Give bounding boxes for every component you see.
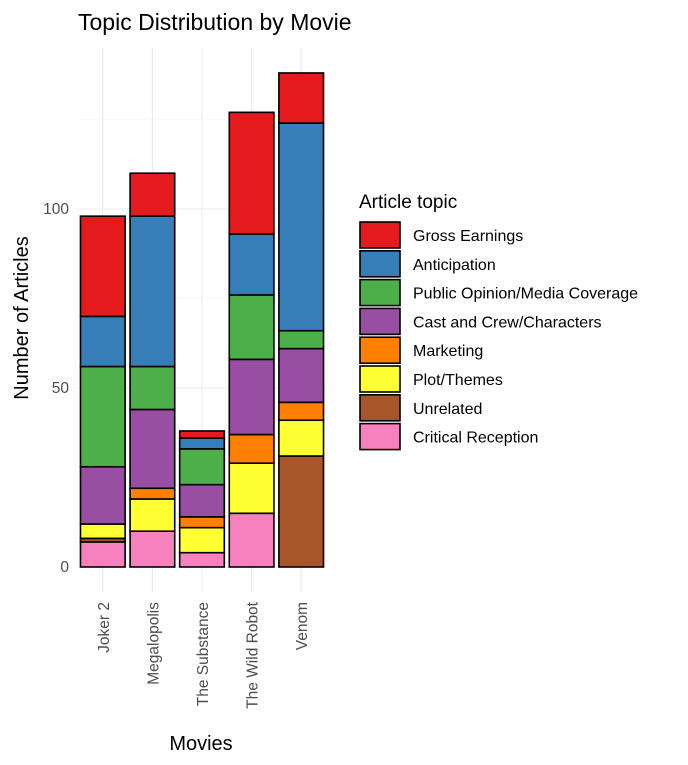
bar-segment-the-substance-critical-reception <box>178 551 226 568</box>
x-axis-ticks: Joker 2 Megalopolis The Substance The Wild … <box>96 601 311 709</box>
bar-segment-megalopolis-plot-themes <box>129 498 176 533</box>
bar-stack-the-wild-robot <box>228 111 275 568</box>
bar-segment-the-wild-robot-critical-reception <box>228 512 275 568</box>
legend-swatch <box>359 250 401 278</box>
bar-segment-venom-plot-themes <box>278 419 325 457</box>
bar-segment-the-wild-robot-marketing <box>228 433 275 464</box>
y-tick-label: 50 <box>52 380 70 397</box>
bar-segment-joker-2-gross-earnings <box>79 215 126 318</box>
legend-item-cast-and-crew-characters: Cast and Crew/Characters <box>359 307 602 336</box>
legend-title: Article topic <box>359 192 457 213</box>
y-axis-title: Number of Articles <box>11 236 33 399</box>
bar-stack-the-substance <box>178 430 226 568</box>
legend-swatch <box>359 365 401 393</box>
legend-item-public-opinion-media-coverage: Public Opinion/Media Coverage <box>359 278 638 307</box>
bar-segment-the-wild-robot-cast-and-crew-characters <box>228 358 275 436</box>
legend-swatch <box>359 307 401 336</box>
bar-segment-the-wild-robot-public-opinion-media-coverage <box>228 294 275 361</box>
legend-label: Gross Earnings <box>413 228 523 245</box>
bar-segment-megalopolis-gross-earnings <box>129 172 176 217</box>
bar-segment-the-substance-public-opinion-media-coverage <box>178 448 226 486</box>
legend-label: Plot/Themes <box>413 372 503 389</box>
bar-segment-the-substance-marketing <box>178 516 226 529</box>
bar-segment-joker-2-plot-themes <box>79 523 126 540</box>
legend-item-marketing: Marketing <box>359 336 483 365</box>
bar-segment-joker-2-cast-and-crew-characters <box>79 465 126 525</box>
bar-stack-joker-2 <box>79 215 126 568</box>
legend-swatch <box>359 393 401 422</box>
legend-swatch <box>359 278 401 307</box>
bar-segment-the-substance-cast-and-crew-characters <box>178 483 226 518</box>
x-tick-label-joker-2: Joker 2 <box>96 602 113 653</box>
bar-segment-venom-gross-earnings <box>278 72 325 124</box>
bar-segment-venom-anticipation <box>278 122 325 332</box>
bar-stack-megalopolis <box>129 172 176 568</box>
y-tick-label: 0 <box>60 559 69 576</box>
bars <box>79 72 325 568</box>
bar-segment-the-wild-robot-anticipation <box>228 233 275 296</box>
bar-segment-megalopolis-public-opinion-media-coverage <box>129 365 176 411</box>
legend-label: Unrelated <box>413 401 482 418</box>
legend-item-gross-earnings: Gross Earnings <box>359 221 523 249</box>
bar-segment-joker-2-public-opinion-media-coverage <box>79 365 126 468</box>
legend-swatch <box>359 221 401 249</box>
bar-segment-megalopolis-critical-reception <box>129 530 176 568</box>
chart-title: Topic Distribution by Movie <box>78 9 352 35</box>
legend-item-critical-reception: Critical Reception <box>359 422 538 451</box>
bar-stack-venom <box>278 72 325 568</box>
bar-segment-megalopolis-marketing <box>129 487 176 500</box>
bar-segment-the-substance-gross-earnings <box>178 430 226 439</box>
x-tick-label-the-wild-robot: The Wild Robot <box>245 601 262 709</box>
bar-segment-venom-unrelated <box>278 455 325 568</box>
y-tick-label: 100 <box>43 201 69 218</box>
legend-item-unrelated: Unrelated <box>359 393 482 422</box>
legend-item-plot-themes: Plot/Themes <box>359 365 503 393</box>
bar-segment-the-substance-anticipation <box>178 437 226 450</box>
bar-segment-megalopolis-cast-and-crew-characters <box>129 408 176 490</box>
bar-segment-venom-cast-and-crew-characters <box>278 347 325 404</box>
y-axis-ticks: 0 50 100 <box>43 201 69 576</box>
bar-segment-joker-2-anticipation <box>79 315 126 368</box>
bar-segment-venom-marketing <box>278 401 325 422</box>
legend-label: Cast and Crew/Characters <box>413 314 602 331</box>
legend-label: Critical Reception <box>413 430 538 447</box>
x-tick-label-megalopolis: Megalopolis <box>145 602 162 685</box>
bar-segment-the-wild-robot-plot-themes <box>228 462 275 515</box>
bar-segment-venom-public-opinion-media-coverage <box>278 329 325 350</box>
bar-segment-joker-2-critical-reception <box>79 541 126 568</box>
legend-swatch <box>359 422 401 451</box>
bar-segment-megalopolis-anticipation <box>129 215 176 368</box>
legend-item-anticipation: Anticipation <box>359 250 496 278</box>
legend-label: Public Opinion/Media Coverage <box>413 286 638 303</box>
legend: Article topic Gross Earnings Anticipation… <box>359 192 638 451</box>
legend-label: Marketing <box>413 343 483 360</box>
x-tick-label-venom: Venom <box>294 602 311 650</box>
bar-segment-the-wild-robot-gross-earnings <box>228 111 275 235</box>
x-tick-label-the-substance: The Substance <box>195 602 212 706</box>
legend-label: Anticipation <box>413 257 496 274</box>
bar-segment-the-substance-plot-themes <box>178 526 226 554</box>
legend-swatch <box>359 336 401 365</box>
x-axis-title: Movies <box>169 733 232 755</box>
